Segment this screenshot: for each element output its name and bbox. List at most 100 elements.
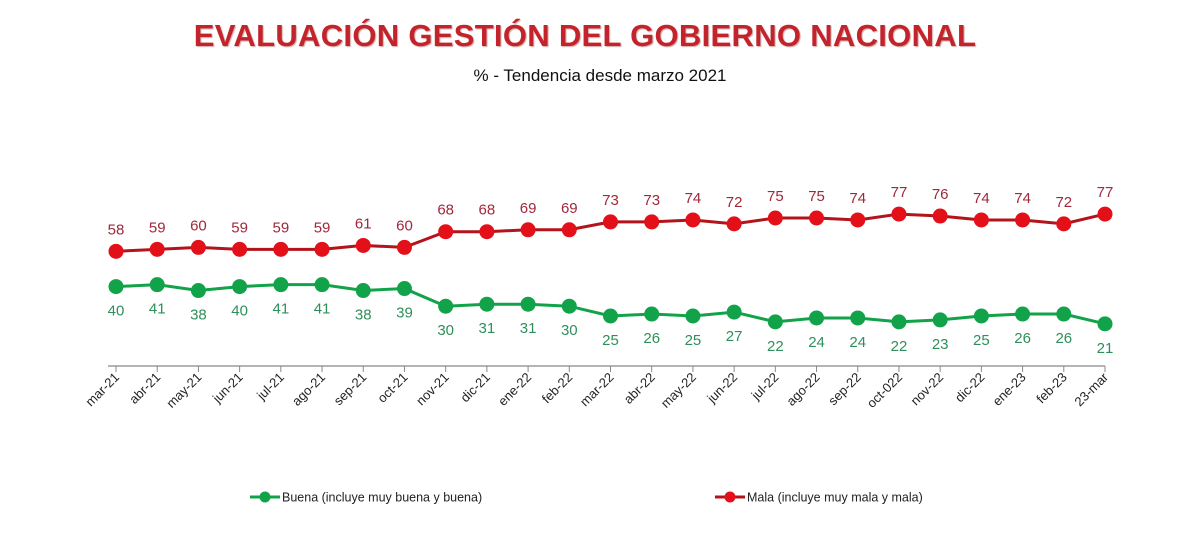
- x-tick-label: ago-22: [783, 370, 822, 409]
- x-tick-label: dic-22: [952, 370, 988, 406]
- data-point-buena: [809, 310, 825, 326]
- data-point-mala: [767, 210, 783, 226]
- data-label-mala: 59: [272, 219, 289, 236]
- data-point-mala: [190, 239, 206, 255]
- data-point-buena: [355, 283, 371, 299]
- data-point-buena: [932, 312, 948, 328]
- data-point-buena: [438, 298, 454, 314]
- data-label-buena: 31: [479, 320, 496, 337]
- chart-title: EVALUACIÓN GESTIÓN DEL GOBIERNO NACIONAL: [193, 18, 977, 53]
- data-point-buena: [685, 308, 701, 324]
- data-point-buena: [232, 279, 248, 295]
- data-point-buena: [644, 306, 660, 322]
- data-label-mala: 60: [190, 217, 207, 234]
- x-tick-label: jul-21: [253, 370, 287, 404]
- data-point-buena: [561, 298, 577, 314]
- data-label-mala: 59: [149, 219, 166, 236]
- data-point-buena: [314, 277, 330, 293]
- data-label-mala: 77: [1097, 184, 1114, 201]
- data-point-buena: [273, 277, 289, 293]
- data-point-mala: [891, 206, 907, 222]
- data-point-mala: [973, 212, 989, 228]
- data-label-mala: 72: [726, 194, 743, 211]
- legend-label: Mala (incluye muy mala y mala): [747, 491, 923, 505]
- data-point-mala: [479, 224, 495, 240]
- x-tick-label: ene-22: [495, 370, 534, 409]
- x-tick-label: mar-22: [577, 370, 617, 410]
- data-point-mala: [149, 241, 165, 257]
- data-label-buena: 40: [108, 303, 125, 320]
- data-label-buena: 26: [1014, 330, 1031, 347]
- x-tick-label: abr-22: [621, 370, 658, 407]
- data-point-mala: [644, 214, 660, 230]
- x-tick-label: oct-022: [864, 370, 905, 411]
- data-point-mala: [1097, 206, 1113, 222]
- data-point-buena: [1015, 306, 1031, 322]
- x-tick-label: may-22: [658, 370, 699, 411]
- data-point-buena: [767, 314, 783, 330]
- data-label-buena: 39: [396, 305, 413, 322]
- data-label-buena: 22: [767, 338, 784, 355]
- data-label-buena: 27: [726, 328, 743, 345]
- data-label-buena: 31: [520, 320, 537, 337]
- data-label-buena: 26: [643, 330, 660, 347]
- data-point-buena: [603, 308, 618, 324]
- data-label-mala: 75: [808, 188, 825, 205]
- data-point-mala: [108, 243, 124, 259]
- data-point-buena: [1056, 306, 1072, 322]
- data-label-buena: 24: [808, 334, 825, 351]
- data-label-buena: 30: [437, 322, 454, 339]
- x-tick-label: jul-22: [748, 370, 782, 404]
- data-point-mala: [396, 239, 412, 255]
- data-point-mala: [603, 214, 618, 230]
- x-tick-label: oct-21: [374, 370, 410, 406]
- x-tick-label: may-21: [163, 370, 204, 411]
- data-point-mala: [809, 210, 825, 226]
- data-point-mala: [561, 222, 577, 238]
- legend-label: Buena (incluye muy buena y buena): [282, 491, 482, 505]
- data-point-buena: [520, 296, 536, 312]
- data-label-buena: 22: [891, 338, 908, 355]
- legend-marker: [259, 491, 271, 503]
- data-label-mala: 68: [437, 202, 454, 219]
- data-label-buena: 30: [561, 322, 578, 339]
- data-label-buena: 25: [973, 332, 990, 349]
- data-label-mala: 74: [1014, 190, 1031, 207]
- data-label-buena: 24: [849, 334, 866, 351]
- data-label-buena: 26: [1055, 330, 1072, 347]
- data-point-mala: [1015, 212, 1031, 228]
- data-label-buena: 41: [149, 301, 166, 318]
- data-label-mala: 75: [767, 188, 784, 205]
- data-point-mala: [932, 208, 948, 224]
- x-tick-label: ago-21: [289, 370, 328, 409]
- data-label-buena: 23: [932, 336, 949, 353]
- x-tick-label: feb-22: [539, 370, 576, 407]
- x-tick-label: jun-21: [209, 370, 246, 407]
- x-tick-label: mar-21: [82, 370, 122, 410]
- data-point-buena: [479, 296, 495, 312]
- x-tick-label: jun-22: [703, 370, 740, 407]
- data-point-mala: [438, 224, 454, 240]
- data-label-mala: 74: [685, 190, 702, 207]
- data-label-mala: 76: [932, 186, 949, 203]
- x-tick-label: nov-22: [908, 370, 947, 409]
- data-label-mala: 60: [396, 217, 413, 234]
- x-tick-label: 23-mar: [1071, 369, 1111, 409]
- data-point-buena: [149, 277, 165, 293]
- data-label-mala: 59: [231, 219, 248, 236]
- data-point-mala: [726, 216, 742, 232]
- legend-item-mala: Mala (incluye muy mala y mala): [715, 491, 923, 505]
- data-label-buena: 25: [602, 332, 619, 349]
- data-point-buena: [190, 283, 206, 299]
- data-label-buena: 41: [314, 301, 331, 318]
- data-point-buena: [973, 308, 989, 324]
- data-label-mala: 58: [108, 221, 125, 238]
- data-label-buena: 40: [231, 303, 248, 320]
- data-point-buena: [1097, 316, 1113, 332]
- data-label-mala: 77: [891, 184, 908, 201]
- x-tick-label: ene-23: [989, 370, 1028, 409]
- data-label-mala: 72: [1055, 194, 1072, 211]
- legend-marker: [724, 491, 736, 503]
- x-tick-label: feb-23: [1033, 370, 1070, 407]
